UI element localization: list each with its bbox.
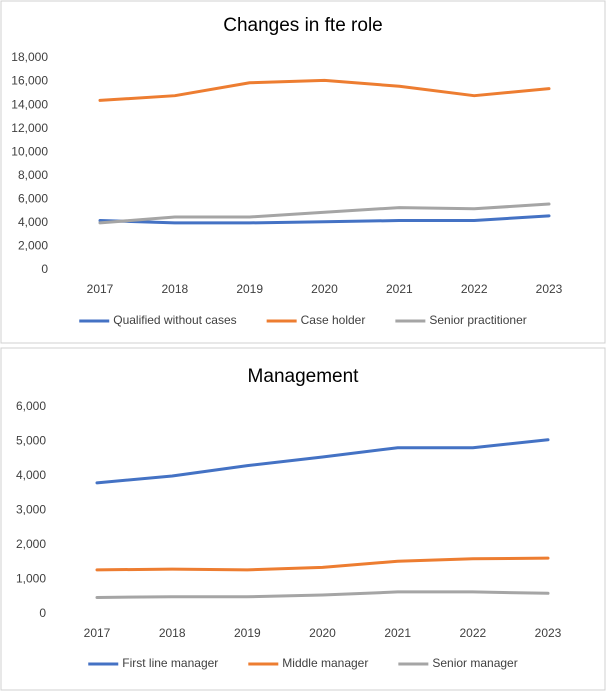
legend-label: First line manager xyxy=(122,656,218,670)
y-tick-label: 12,000 xyxy=(11,121,48,135)
x-tick-label: 2019 xyxy=(236,282,263,296)
y-tick-label: 5,000 xyxy=(16,434,46,448)
chart-title: Changes in fte role xyxy=(223,15,383,36)
series-line xyxy=(95,556,550,572)
chart-title: Management xyxy=(248,366,360,387)
y-tick-label: 16,000 xyxy=(11,74,48,88)
y-tick-label: 4,000 xyxy=(16,468,46,482)
x-tick-label: 2018 xyxy=(161,282,188,296)
x-tick-label: 2021 xyxy=(384,626,411,640)
y-tick-label: 2,000 xyxy=(16,537,46,551)
series-line xyxy=(98,202,551,225)
legend-label: Senior practitioner xyxy=(429,313,526,327)
y-tick-label: 6,000 xyxy=(16,399,46,413)
y-tick-label: 3,000 xyxy=(16,503,46,517)
y-tick-label: 6,000 xyxy=(18,192,48,206)
series-line xyxy=(95,590,550,599)
legend-label: Qualified without cases xyxy=(113,313,236,327)
x-tick-label: 2020 xyxy=(309,626,336,640)
y-tick-label: 2,000 xyxy=(18,239,48,253)
chart-frame xyxy=(0,347,606,691)
legend-label: Middle manager xyxy=(282,656,368,670)
series-line xyxy=(98,78,551,102)
y-tick-label: 4,000 xyxy=(18,215,48,229)
x-tick-label: 2022 xyxy=(461,282,488,296)
x-tick-label: 2022 xyxy=(459,626,486,640)
x-tick-label: 2017 xyxy=(84,626,111,640)
x-tick-label: 2017 xyxy=(87,282,114,296)
x-tick-label: 2018 xyxy=(159,626,186,640)
chart-frame xyxy=(0,0,606,344)
y-tick-label: 8,000 xyxy=(18,168,48,182)
x-tick-label: 2021 xyxy=(386,282,413,296)
y-tick-label: 10,000 xyxy=(11,144,48,158)
legend-label: Case holder xyxy=(301,313,366,327)
series-line xyxy=(95,438,550,485)
y-tick-label: 14,000 xyxy=(11,97,48,111)
y-tick-label: 18,000 xyxy=(11,50,48,64)
y-tick-label: 0 xyxy=(39,606,46,620)
x-tick-label: 2023 xyxy=(536,282,563,296)
y-tick-label: 0 xyxy=(41,262,48,276)
y-tick-label: 1,000 xyxy=(16,572,46,586)
series-line xyxy=(98,214,551,225)
x-tick-label: 2020 xyxy=(311,282,338,296)
x-tick-label: 2023 xyxy=(535,626,562,640)
legend-label: Senior manager xyxy=(432,656,517,670)
x-tick-label: 2019 xyxy=(234,626,261,640)
